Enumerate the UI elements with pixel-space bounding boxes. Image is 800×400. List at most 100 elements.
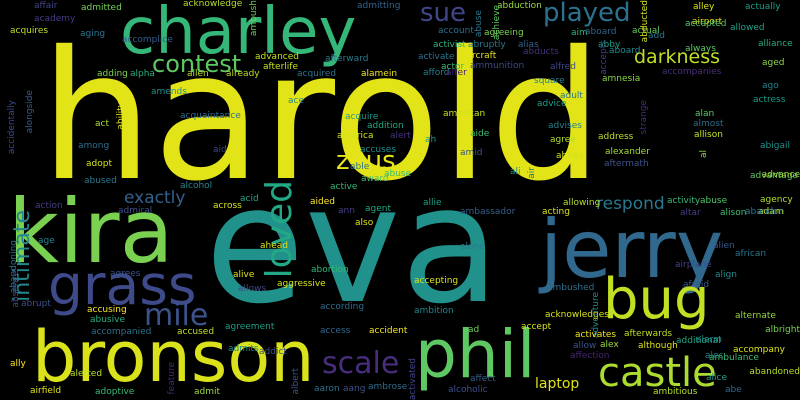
cloud-word: adoptive	[95, 387, 135, 397]
cloud-word: award	[361, 174, 389, 184]
cloud-word: aim	[571, 28, 588, 38]
cloud-word: allowed	[730, 23, 765, 33]
cloud-word: align	[715, 270, 737, 280]
cloud-word: ali	[510, 167, 521, 177]
cloud-word: accuses	[360, 145, 397, 155]
cloud-word: ambassador	[460, 207, 516, 217]
cloud-word: allows	[238, 284, 267, 294]
cloud-word: afterwards	[624, 329, 673, 339]
cloud-word: aang	[343, 384, 366, 394]
cloud-word: accident	[369, 326, 408, 336]
cloud-word: alerted	[70, 369, 103, 379]
cloud-word: eva	[205, 152, 500, 340]
cloud-word: admiral	[118, 206, 153, 216]
cloud-word: access	[320, 326, 351, 336]
cloud-word: accused	[177, 327, 215, 337]
cloud-word: abrupt	[21, 299, 51, 309]
cloud-word: achieve	[492, 5, 502, 41]
cloud-word: additional	[676, 336, 721, 346]
cloud-word: adding	[97, 69, 128, 79]
cloud-word: actress	[753, 95, 786, 105]
cloud-word: abuse	[474, 10, 484, 38]
cloud-word: abortion	[311, 265, 349, 275]
cloud-word: alcohol	[180, 181, 213, 191]
cloud-word: activate	[418, 52, 455, 62]
cloud-word: ahead	[260, 241, 288, 251]
cloud-word: jerry	[540, 203, 724, 296]
cloud-word: agreeing	[484, 28, 524, 38]
cloud-word: charley	[120, 0, 357, 69]
cloud-word: sue	[420, 0, 467, 28]
cloud-word: already	[226, 69, 260, 79]
cloud-word: abusive	[90, 315, 125, 325]
cloud-word: actor	[441, 62, 465, 72]
cloud-word: addict	[259, 347, 287, 357]
cloud-word: alongside	[25, 90, 35, 134]
cloud-word: adopt	[86, 159, 112, 169]
cloud-word: ambushed	[547, 283, 595, 293]
cloud-word: active	[330, 182, 358, 192]
cloud-word: afford	[423, 68, 450, 78]
cloud-word: abby	[598, 40, 621, 50]
cloud-word: castle	[598, 350, 717, 396]
cloud-word: alexander	[605, 147, 650, 157]
cloud-word: amends	[151, 87, 187, 97]
cloud-word: allie	[423, 198, 442, 208]
cloud-word: admitted	[81, 3, 122, 13]
cloud-word: affect	[470, 374, 496, 384]
cloud-word: alice	[706, 373, 728, 383]
cloud-word: ad	[468, 325, 480, 335]
cloud-word: square	[534, 76, 565, 86]
cloud-word: abuse	[384, 169, 412, 179]
cloud-word: agrees	[110, 269, 141, 279]
cloud-word: altar	[680, 208, 701, 218]
cloud-word: activist	[433, 40, 466, 50]
cloud-word: alone	[460, 242, 485, 252]
cloud-word: acquire	[345, 112, 379, 122]
cloud-word: ability	[116, 102, 126, 130]
cloud-word: acting	[542, 207, 570, 217]
cloud-word: activates	[575, 330, 617, 340]
cloud-word: agreement	[225, 322, 275, 332]
cloud-word: albright	[765, 325, 800, 335]
cloud-word: amnesia	[602, 74, 641, 84]
cloud-word: allison	[694, 130, 723, 140]
cloud-word: aboard	[609, 46, 641, 56]
cloud-word: abandoned	[749, 367, 800, 377]
cloud-word: advantage	[750, 171, 799, 181]
cloud-word: alec	[705, 351, 724, 361]
cloud-word: phil	[415, 316, 536, 393]
cloud-word: across	[213, 201, 242, 211]
cloud-word: adult	[560, 91, 583, 101]
cloud-word: scale	[322, 346, 400, 381]
cloud-word: account	[438, 26, 474, 36]
cloud-word: agency	[760, 195, 793, 205]
cloud-word: alex	[600, 340, 619, 350]
cloud-word: alison	[720, 208, 747, 218]
cloud-word: abigail	[760, 141, 790, 151]
cloud-word: abruptly	[468, 40, 506, 50]
cloud-word: abused	[84, 176, 117, 186]
cloud-word: accept	[521, 322, 552, 332]
cloud-word: affection	[570, 351, 610, 361]
cloud-word: alert	[390, 131, 411, 141]
cloud-word: actual	[632, 26, 660, 36]
cloud-word: bronson	[32, 316, 315, 398]
cloud-word: aggressive	[277, 279, 326, 289]
cloud-word: zeus	[336, 146, 396, 176]
cloud-word: accompany	[733, 345, 785, 355]
cloud-word: alley	[693, 2, 715, 12]
cloud-word: aid	[213, 145, 227, 155]
cloud-word: adam	[758, 207, 784, 217]
cloud-word: activated	[408, 357, 418, 400]
cloud-word: accepts	[599, 40, 609, 75]
cloud-word: addition	[367, 121, 404, 131]
cloud-word: absence	[11, 270, 21, 308]
cloud-word: action	[35, 201, 63, 211]
cloud-word: exactly	[124, 188, 186, 208]
cloud-word: add	[648, 31, 665, 41]
cloud-word: ah	[425, 135, 437, 145]
cloud-word: ambrose	[368, 382, 408, 392]
cloud-word: aftermath	[604, 159, 649, 169]
